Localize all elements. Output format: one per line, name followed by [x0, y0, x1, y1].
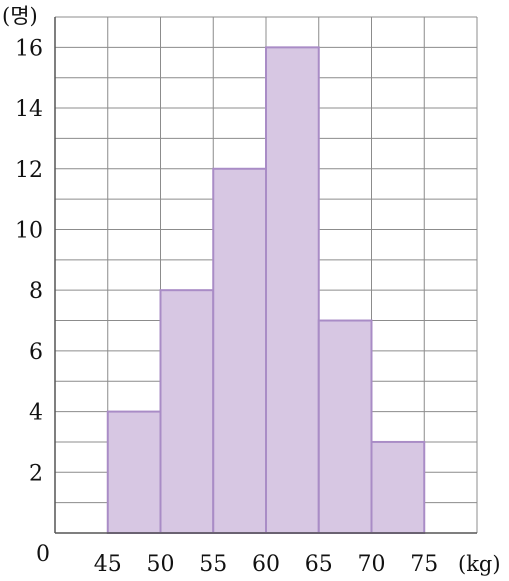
histogram-bar	[212, 167, 267, 534]
x-tick-label: 50	[147, 552, 175, 577]
y-tick-label: 4	[29, 401, 43, 426]
x-tick-label: 60	[252, 552, 280, 577]
y-tick-label: 16	[15, 36, 43, 61]
y-tick-label: 12	[15, 158, 43, 183]
x-tick-labels: 45 50 55 60 65 70 75	[94, 552, 439, 577]
histogram-bar	[317, 319, 373, 534]
x-axis-unit: (kg)	[458, 552, 501, 576]
histogram-bar	[106, 410, 162, 534]
histogram-bar	[265, 46, 320, 535]
y-tick-labels: 2 4 6 8 10 12 14 16	[15, 36, 43, 486]
histogram-bar	[159, 289, 215, 535]
x-tick-label: 65	[305, 552, 333, 577]
origin-label: 0	[36, 542, 50, 567]
x-tick-label: 45	[94, 552, 122, 577]
y-axis-unit: (명)	[2, 4, 38, 28]
x-tick-label: 75	[410, 552, 438, 577]
histogram-bar	[370, 440, 426, 534]
y-tick-label: 6	[29, 340, 43, 365]
bars	[106, 46, 426, 535]
x-tick-label: 55	[199, 552, 227, 577]
y-tick-label: 8	[29, 279, 43, 304]
y-tick-label: 2	[29, 461, 43, 486]
x-tick-label: 70	[358, 552, 386, 577]
y-tick-label: 14	[15, 97, 43, 122]
axes	[54, 17, 477, 534]
y-tick-label: 10	[15, 218, 43, 243]
